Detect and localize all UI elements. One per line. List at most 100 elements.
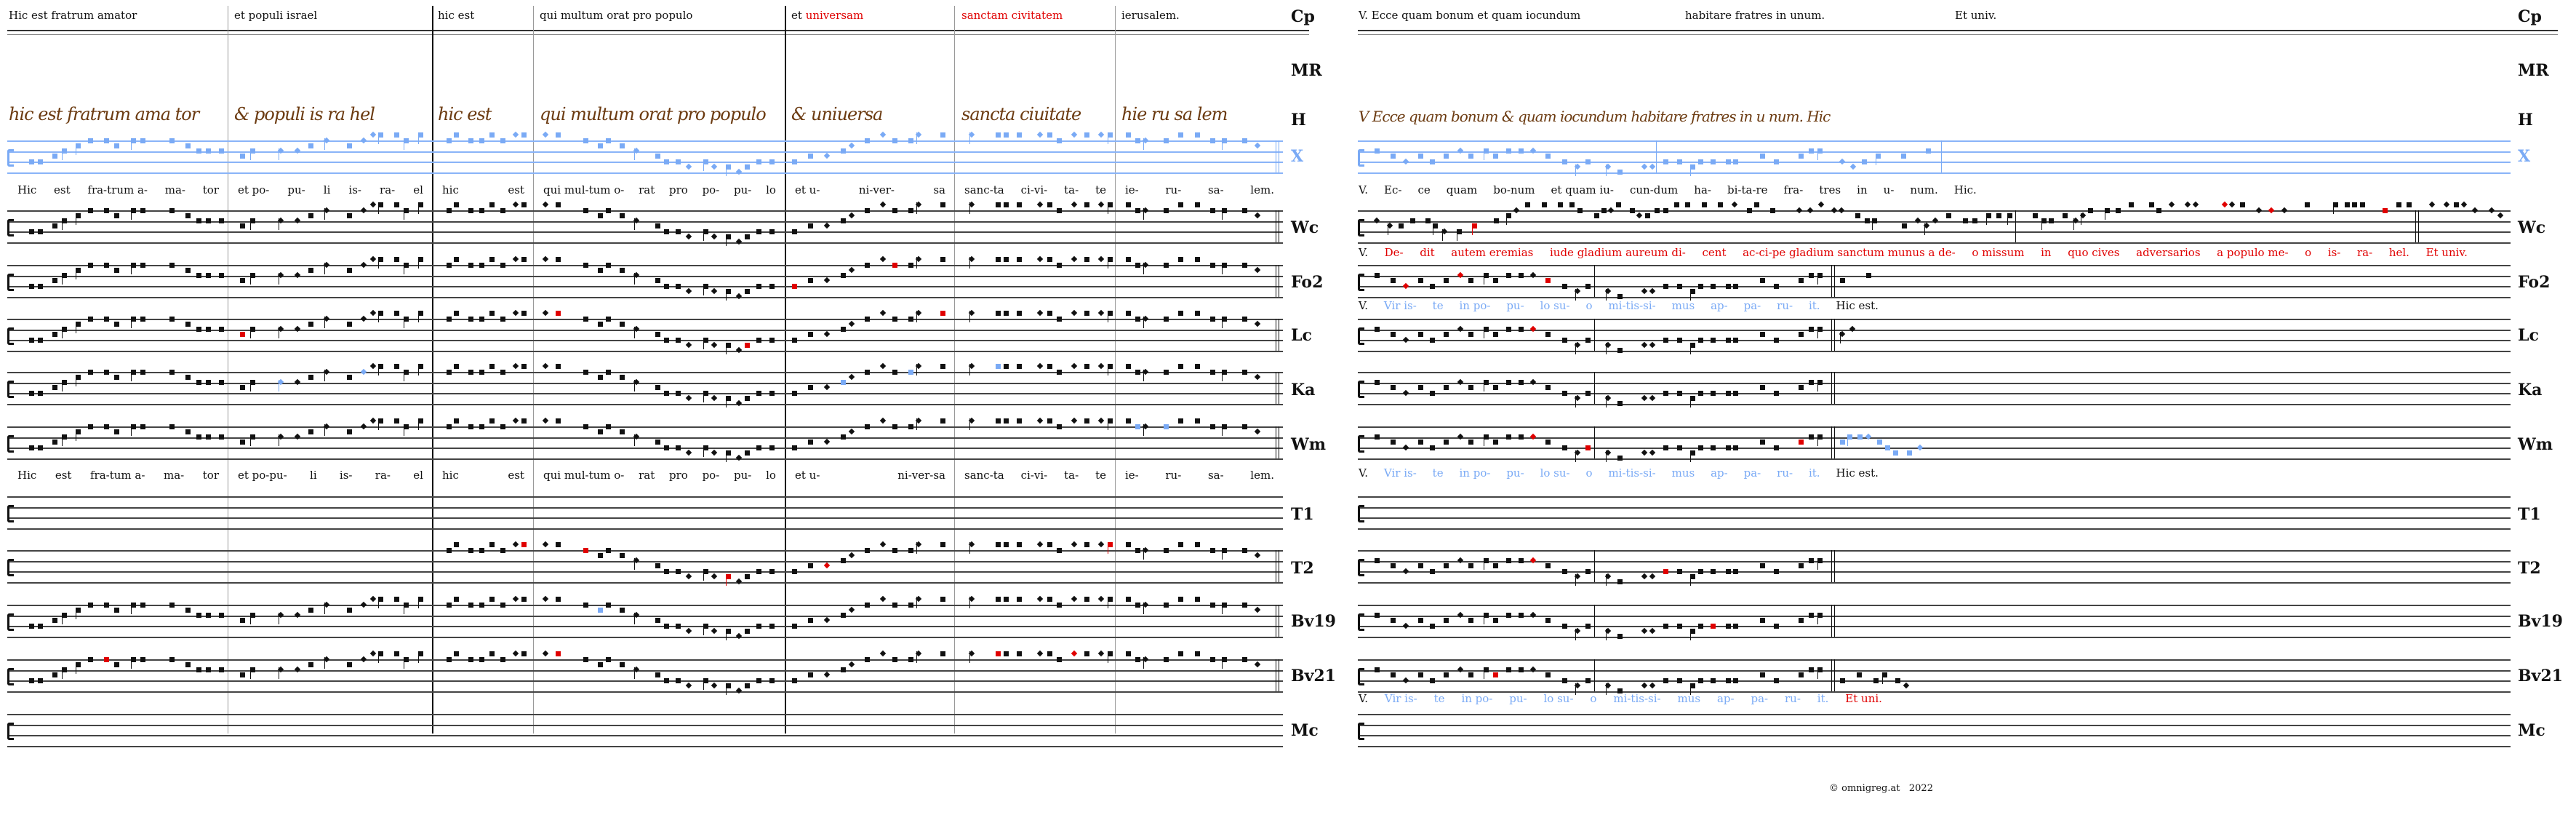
neume-punctum	[703, 159, 708, 164]
staff-lc	[7, 310, 1283, 354]
neume-punctum	[1195, 132, 1200, 138]
row-label-mc: Mc	[1291, 721, 1319, 740]
neume-punctum	[1690, 683, 1695, 688]
staff-t2	[7, 541, 1283, 586]
neume-punctum	[769, 159, 775, 164]
neume-diamond	[369, 256, 377, 263]
neume-punctum	[1760, 440, 1765, 445]
neume-punctum	[1817, 327, 1823, 332]
neume-punctum	[1711, 445, 1716, 450]
neume-punctum	[468, 262, 473, 268]
neume-punctum	[756, 159, 761, 164]
neume-stem	[1222, 547, 1223, 560]
staff-wc	[1358, 202, 2511, 244]
neume-diamond	[1457, 557, 1464, 564]
neume-punctum	[196, 613, 201, 618]
neume-diamond	[848, 552, 855, 558]
staff-line	[7, 220, 1283, 223]
neume-punctum	[1677, 568, 1682, 574]
staff-fo2	[1358, 265, 2511, 301]
staff-line	[7, 265, 1283, 266]
neume-stem	[1575, 342, 1576, 354]
neume-punctum	[1222, 207, 1227, 213]
neume-diamond	[1457, 433, 1464, 440]
barline	[1656, 140, 1657, 172]
neume-punctum	[131, 207, 136, 213]
neume-punctum	[1484, 273, 1489, 278]
barline	[1834, 605, 1835, 637]
neume-punctum	[1242, 138, 1247, 143]
neume-punctum	[1774, 390, 1779, 396]
neume-stem	[250, 218, 251, 230]
neume-punctum	[583, 369, 588, 375]
neume-punctum	[500, 547, 505, 553]
neume-diamond	[1097, 418, 1105, 424]
barline	[1831, 659, 1832, 691]
neume-diamond	[542, 596, 549, 603]
neume-diamond	[1529, 433, 1537, 440]
neume-punctum	[745, 450, 750, 456]
neume-punctum	[1754, 202, 1759, 208]
lyric-syllable: ha-	[1694, 183, 1711, 196]
neume-punctum	[1430, 568, 1435, 574]
neume-punctum	[1108, 542, 1113, 548]
neume-punctum	[620, 552, 625, 558]
lyric-segment: Hic est fra-tum a-ma-tor	[17, 469, 219, 482]
neume-punctum	[1047, 364, 1052, 370]
neume-punctum	[394, 418, 399, 424]
neume-diamond	[1097, 310, 1105, 317]
neume-punctum	[556, 651, 561, 657]
neume-diamond	[1402, 158, 1409, 164]
neume-punctum	[1418, 385, 1423, 391]
neume-punctum	[1733, 677, 1738, 683]
neume-punctum	[1057, 424, 1062, 429]
neume-punctum	[1164, 207, 1169, 213]
neume-punctum	[308, 374, 313, 380]
neume-punctum	[1493, 563, 1498, 569]
neume-punctum	[655, 563, 660, 569]
staff-mc	[1358, 714, 2511, 747]
neume-diamond	[685, 394, 692, 401]
neume-diamond	[879, 596, 887, 603]
neume-diamond	[1513, 207, 1520, 213]
neume-punctum	[664, 623, 669, 629]
neume-punctum	[38, 677, 43, 683]
lyric-line: V. Ec-ce quam bo-num et quam iu-cun-dum ha-bi…	[1359, 183, 1977, 196]
lyric-syllable: te	[1433, 692, 1445, 705]
neume-punctum	[1195, 651, 1200, 657]
neume-diamond	[823, 223, 831, 229]
neume-diamond	[2255, 207, 2263, 213]
neume-punctum	[479, 369, 484, 375]
neume-diamond	[823, 153, 831, 159]
staff-line	[1358, 680, 2511, 682]
neume-punctum	[418, 364, 423, 370]
neume-punctum	[1893, 450, 1898, 456]
neume-punctum	[76, 374, 81, 380]
neume-diamond	[1457, 378, 1464, 386]
neume-punctum	[131, 602, 136, 608]
neume-punctum	[1242, 369, 1247, 375]
staff-line	[1358, 296, 2511, 298]
neume-punctum	[620, 267, 625, 273]
neume-punctum	[489, 418, 495, 424]
neume-diamond	[360, 137, 367, 143]
neume-diamond	[823, 617, 831, 624]
neume-punctum	[841, 667, 846, 672]
neume-diamond	[1071, 310, 1078, 317]
neume-punctum	[726, 234, 731, 239]
neume-punctum	[1677, 390, 1682, 396]
neume-punctum	[996, 202, 1001, 208]
neume-punctum	[1210, 602, 1215, 608]
lyric-syllable: lo	[766, 183, 776, 196]
neume-punctum	[521, 651, 527, 657]
copyright: © omnigreg.at 2022	[1829, 783, 1933, 794]
neume-punctum	[808, 440, 813, 445]
neume-punctum	[1809, 434, 1814, 440]
neume-stem	[1817, 148, 1818, 160]
neume-stem	[726, 342, 727, 354]
neume-punctum	[1702, 202, 1707, 208]
neume-diamond	[1097, 541, 1105, 548]
neume-stem	[703, 568, 704, 581]
lyric-syllable: V.	[1359, 466, 1368, 480]
neume-punctum	[606, 207, 611, 213]
